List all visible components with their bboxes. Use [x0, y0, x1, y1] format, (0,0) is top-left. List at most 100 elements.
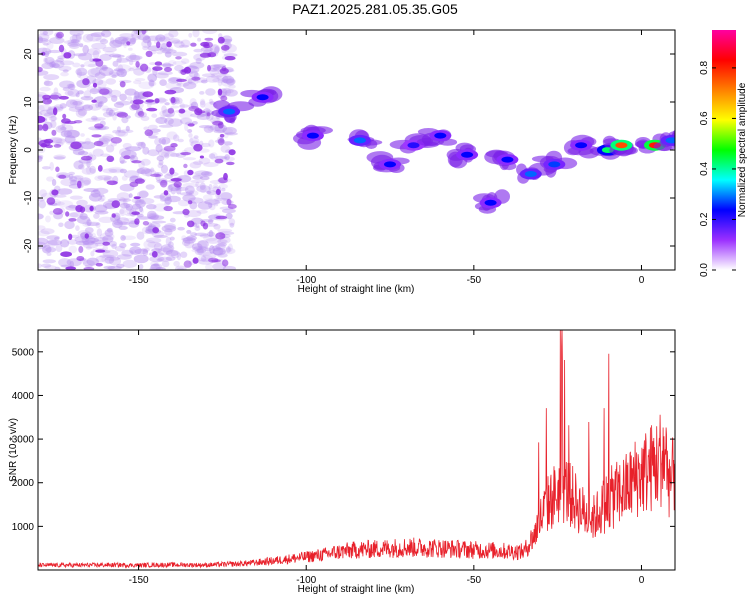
spectrogram-speckle	[99, 53, 112, 61]
spectrogram-speckle	[223, 132, 229, 139]
spectrogram-speckle	[75, 92, 80, 98]
spectrogram-speckle	[65, 211, 70, 217]
spectrogram-speckle	[102, 168, 118, 174]
spectrogram-speckle	[207, 52, 217, 58]
spectrogram-speckle	[183, 81, 197, 90]
spectrogram-feature	[524, 171, 537, 177]
spectrogram-speckle	[103, 265, 116, 270]
spectrogram-speckle	[159, 79, 167, 86]
spectrogram-speckle	[72, 33, 78, 43]
spectrogram-speckle	[215, 232, 226, 240]
spectrogram-speckle	[161, 105, 167, 114]
spectrogram-speckle	[77, 71, 87, 76]
spectrogram-speckle	[207, 202, 213, 208]
spectrogram-speckle	[148, 135, 158, 139]
spectrogram-speckle	[149, 222, 161, 229]
spectrogram-speckle	[69, 43, 80, 49]
spectrogram-speckle	[91, 42, 107, 50]
spectrogram-speckle	[197, 240, 208, 250]
spectrogram-feature	[223, 108, 236, 115]
spectrogram-speckle	[105, 144, 115, 153]
spectrogram-speckle	[164, 196, 172, 205]
spectrogram-speckle	[119, 168, 127, 174]
spectrogram-speckle	[148, 213, 159, 220]
spectrogram-speckle	[75, 33, 82, 40]
spectrogram-speckle	[155, 266, 166, 270]
spectrogram-y-axis-label: Frequency (Hz)	[8, 116, 19, 185]
spectrogram-speckle	[43, 74, 60, 81]
spectrogram-speckle	[60, 60, 74, 66]
spectrogram-speckle	[150, 167, 155, 173]
colorbar-tick-label: 0.4	[699, 162, 710, 176]
spectrogram-speckle	[45, 246, 57, 253]
spectrogram-speckle	[188, 70, 199, 78]
spectrogram-speckle	[116, 263, 125, 269]
spectrogram-speckle	[122, 142, 132, 150]
spectrogram-speckle	[205, 237, 221, 244]
spectrogram-speckle	[217, 228, 233, 233]
spectrogram-speckle	[161, 164, 168, 174]
spectrogram-speckle	[38, 36, 43, 44]
spectrogram-speckle	[45, 61, 54, 66]
spectrogram-speckle	[201, 171, 213, 177]
spectrogram-speckle	[73, 175, 84, 180]
spectrogram-speckle	[87, 48, 101, 56]
spectrogram-feature	[548, 161, 561, 168]
spectrogram-speckle	[217, 88, 223, 96]
spectrogram-speckle	[42, 245, 52, 254]
spectrogram-speckle	[196, 248, 207, 254]
spectrogram-speckle	[222, 126, 237, 135]
spectrogram-speckle	[95, 102, 100, 108]
spectrogram-speckle	[184, 147, 196, 154]
spectrogram-speckle	[149, 255, 165, 263]
spectrogram-speckle	[197, 248, 212, 257]
spectrogram-speckle	[84, 227, 94, 234]
spectrogram-speckle	[53, 107, 58, 116]
spectrogram-speckle	[159, 115, 165, 120]
spectrogram-speckle	[51, 63, 60, 69]
spectrogram-speckle	[108, 109, 115, 117]
colorbar-tick-label: 0.0	[699, 263, 710, 277]
spectrogram-speckle	[92, 50, 100, 59]
spectrogram-speckle	[106, 227, 113, 233]
spectrogram-speckle	[164, 201, 171, 206]
spectrogram-speckle	[46, 59, 58, 68]
spectrogram-speckle	[41, 62, 55, 69]
spectrogram-speckle	[174, 64, 184, 72]
spectrogram-speckle	[183, 157, 196, 161]
spectrogram-speckle	[99, 38, 109, 45]
spectrogram-speckle	[193, 246, 209, 250]
y-tick-label: 4000	[12, 391, 35, 402]
spectrogram-speckle	[229, 222, 235, 228]
spectrogram-speckle	[153, 263, 160, 267]
spectrogram-speckle	[160, 151, 177, 157]
spectrogram-speckle	[108, 53, 122, 58]
spectrogram-speckle	[207, 126, 220, 132]
spectrogram-speckle	[193, 160, 203, 165]
spectrogram-speckle	[199, 176, 210, 181]
spectrogram-speckle	[195, 181, 200, 188]
spectrogram-speckle	[60, 251, 72, 257]
spectrogram-speckle	[207, 231, 215, 237]
spectrogram-speckle	[217, 242, 227, 247]
spectrogram-speckle	[187, 129, 193, 133]
spectrogram-speckle	[193, 135, 199, 139]
spectrogram-speckle	[74, 105, 85, 111]
spectrogram-speckle	[178, 44, 190, 48]
spectrogram-speckle	[79, 141, 96, 150]
spectrogram-speckle	[168, 60, 177, 66]
spectrogram-speckle	[131, 30, 139, 39]
spectrogram-speckle	[160, 244, 175, 253]
spectrogram-speckle	[116, 192, 131, 201]
spectrogram-speckle	[172, 97, 183, 105]
spectrogram-speckle	[164, 114, 175, 118]
spectrogram-speckle	[54, 266, 61, 270]
spectrogram-speckle	[161, 260, 170, 268]
spectrogram-speckle	[222, 87, 232, 97]
spectrogram-speckle	[156, 155, 165, 162]
spectrogram-speckle	[137, 110, 145, 117]
colorbar-label: Normalized spectral amplitude	[737, 82, 748, 217]
spectrogram-speckle	[94, 72, 106, 79]
spectrogram-speckle	[151, 113, 158, 118]
spectrogram-speckle	[163, 205, 173, 212]
